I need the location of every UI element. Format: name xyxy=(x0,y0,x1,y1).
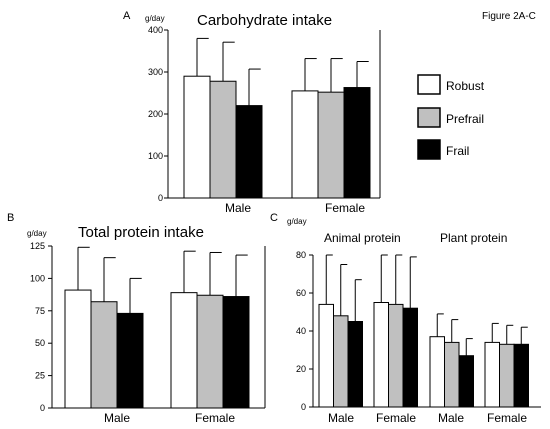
panel-c-ytick-label: 20 xyxy=(296,364,306,374)
panel-c-bar-prefrail xyxy=(333,315,349,408)
panel-b-category-label: Male xyxy=(104,411,130,425)
panel-b-ylabel: g/day xyxy=(27,229,47,238)
panel-a-category-label: Male xyxy=(225,201,251,215)
panel-c-bar-robust xyxy=(429,336,445,408)
panel-a-bar-prefrail xyxy=(209,80,237,199)
panel-c-bar-robust xyxy=(318,303,334,408)
panel-b-ytick-label: 100 xyxy=(30,273,45,283)
panel-c-bar-frail xyxy=(513,343,529,408)
panel-c-category-label: Male xyxy=(438,411,464,425)
panel-c-ylabel: g/day xyxy=(287,217,307,226)
panel-b-ytick-label: 50 xyxy=(35,338,45,348)
panel-c-animal-label: Animal protein xyxy=(324,231,401,245)
panel-c-ytick-label: 0 xyxy=(301,402,306,412)
panel-b-ytick-label: 75 xyxy=(35,306,45,316)
panel-c-bar-frail xyxy=(347,321,363,408)
panel-c-bar-robust xyxy=(373,302,389,408)
panel-c-ytick-label: 60 xyxy=(296,288,306,298)
panel-a-ytick-label: 0 xyxy=(158,193,163,203)
panel-a-bar-robust xyxy=(183,75,211,199)
legend-swatch-robust xyxy=(417,74,441,95)
panel-c-letter: C xyxy=(270,212,278,224)
panel-a-ytick-label: 300 xyxy=(148,67,163,77)
panel-b-title: Total protein intake xyxy=(78,224,204,241)
panel-b-bar-robust xyxy=(64,289,92,409)
panel-b-ytick-label: 0 xyxy=(40,403,45,413)
panel-c-bar-prefrail xyxy=(388,303,404,408)
panel-a-ytick-label: 100 xyxy=(148,151,163,161)
panel-a-title: Carbohydrate intake xyxy=(197,12,332,29)
panel-b-letter: B xyxy=(7,212,14,224)
panel-a-ytick-label: 400 xyxy=(148,25,163,35)
panel-c-ytick-label: 80 xyxy=(296,250,306,260)
panel-a-bar-prefrail xyxy=(317,91,345,199)
panel-c-plant-label: Plant protein xyxy=(440,231,507,245)
panel-b-ytick-label: 125 xyxy=(30,241,45,251)
legend-swatch-frail xyxy=(417,139,441,160)
legend-label-robust: Robust xyxy=(446,79,485,93)
panel-b-ytick-label: 25 xyxy=(35,371,45,381)
legend: Robust Prefrail Frail xyxy=(417,74,485,160)
panel-b-bar-frail xyxy=(116,312,144,409)
panel-a-bar-frail xyxy=(343,87,371,199)
panel-c-bar-frail xyxy=(458,355,474,408)
panel-c-bar-prefrail xyxy=(444,341,460,408)
legend-label-prefrail: Prefrail xyxy=(446,112,484,126)
panel-a-bar-robust xyxy=(291,90,319,199)
panel-a-category-label: Female xyxy=(325,201,365,215)
panel-c-category-label: Female xyxy=(376,411,416,425)
panel-c-bar-robust xyxy=(484,341,500,408)
panel-a-ytick-label: 200 xyxy=(148,109,163,119)
panel-c-ytick-label: 40 xyxy=(296,326,306,336)
panel-c-bar-frail xyxy=(402,307,418,408)
panel-b-bar-robust xyxy=(170,292,198,409)
panel-b-bar-prefrail xyxy=(90,301,118,409)
panel-b-category-label: Female xyxy=(195,411,235,425)
panel-c-category-label: Female xyxy=(487,411,527,425)
panel-a-letter: A xyxy=(123,10,131,22)
panel-b-bar-frail xyxy=(222,296,250,409)
panel-c-category-label: Male xyxy=(328,411,354,425)
legend-label-frail: Frail xyxy=(446,144,469,158)
figure-label: Figure 2A-C xyxy=(482,11,536,22)
panel-a-bar-frail xyxy=(235,105,263,199)
panel-a-ylabel: g/day xyxy=(145,14,165,23)
panel-b-bar-prefrail xyxy=(196,294,224,409)
legend-swatch-prefrail xyxy=(417,107,441,128)
panel-c-bar-prefrail xyxy=(499,343,515,408)
